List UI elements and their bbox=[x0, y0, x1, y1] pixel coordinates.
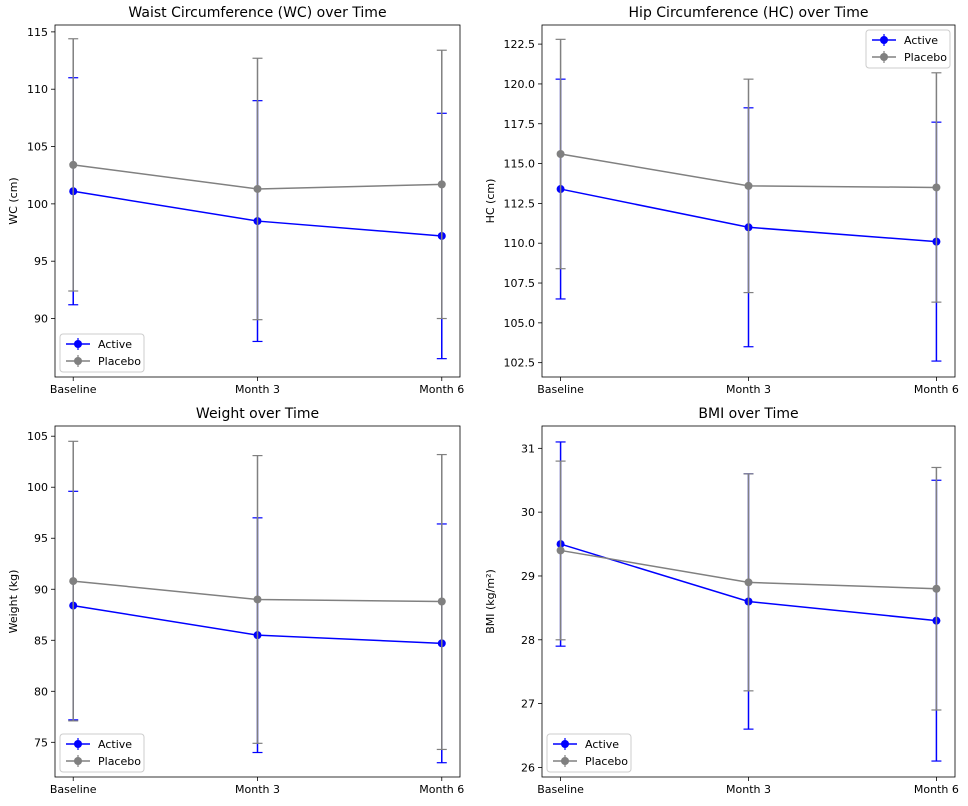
y-tick-label: 105 bbox=[27, 141, 48, 154]
data-point bbox=[744, 181, 753, 190]
legend-swatch-marker bbox=[880, 36, 888, 44]
legend-swatch-marker bbox=[561, 757, 569, 765]
chart-panel-1: Waist Circumference (WC) over Time WC (cm… bbox=[7, 5, 464, 396]
legend: Active Placebo bbox=[865, 29, 951, 69]
y-tick-label: 95 bbox=[34, 255, 48, 268]
plot-area bbox=[541, 425, 956, 778]
y-tick-label: 105.0 bbox=[504, 317, 536, 330]
series-placebo bbox=[555, 38, 942, 303]
y-tick-label: 112.5 bbox=[504, 197, 536, 210]
y-tick-label: 85 bbox=[34, 634, 48, 647]
legend-label: Placebo bbox=[585, 755, 628, 768]
y-tick-label: 80 bbox=[34, 685, 48, 698]
y-tick-label: 28 bbox=[521, 634, 535, 647]
x-tick-label: Month 6 bbox=[419, 783, 464, 796]
x-tick-label: Month 6 bbox=[914, 383, 959, 396]
chart-panel-2: Hip Circumference (HC) over Time HC (cm) 1… bbox=[484, 5, 959, 396]
data-point bbox=[437, 597, 446, 606]
x-tick-label: Month 6 bbox=[914, 783, 959, 796]
y-axis-label: WC (cm) bbox=[7, 177, 20, 224]
y-tick-label: 122.5 bbox=[504, 38, 536, 51]
legend-swatch-marker bbox=[880, 53, 888, 61]
data-point bbox=[932, 183, 941, 192]
legend-swatch-marker bbox=[74, 757, 82, 765]
y-tick-label: 100 bbox=[27, 198, 48, 211]
x-tick-label: Baseline bbox=[537, 783, 584, 796]
data-point bbox=[437, 180, 446, 189]
legend-label: Active bbox=[98, 738, 132, 751]
chart-title: Weight over Time bbox=[196, 406, 319, 422]
y-tick-label: 29 bbox=[521, 570, 535, 583]
y-axis-label: BMI (kg/m²) bbox=[484, 569, 497, 634]
y-tick-label: 95 bbox=[34, 532, 48, 545]
legend: Active Placebo bbox=[59, 733, 145, 773]
series-placebo bbox=[555, 460, 942, 711]
y-tick-label: 115.0 bbox=[504, 158, 536, 171]
legend-swatch-marker bbox=[74, 357, 82, 365]
data-point bbox=[253, 595, 262, 604]
x-tick-label: Baseline bbox=[50, 383, 97, 396]
data-point bbox=[253, 184, 262, 193]
y-tick-label: 30 bbox=[521, 506, 535, 519]
legend-label: Placebo bbox=[98, 755, 141, 768]
plot-area bbox=[54, 24, 461, 378]
chart-panel-4: BMI over Time BMI (kg/m²) 26 27 28 29 30 31 Base… bbox=[484, 406, 959, 796]
data-point bbox=[556, 546, 565, 555]
chart-title: BMI over Time bbox=[698, 406, 798, 422]
y-tick-label: 26 bbox=[521, 761, 535, 774]
data-point bbox=[932, 584, 941, 593]
y-tick-label: 105 bbox=[27, 430, 48, 443]
x-tick-label: Month 6 bbox=[419, 383, 464, 396]
legend-swatch-marker bbox=[74, 740, 82, 748]
x-tick-label: Month 3 bbox=[235, 383, 280, 396]
y-axis-label: HC (cm) bbox=[484, 179, 497, 224]
y-tick-label: 75 bbox=[34, 736, 48, 749]
y-tick-label: 100 bbox=[27, 481, 48, 494]
data-point bbox=[556, 150, 565, 159]
y-tick-label: 31 bbox=[521, 442, 535, 455]
chart-title: Waist Circumference (WC) over Time bbox=[128, 5, 386, 21]
y-tick-label: 102.5 bbox=[504, 357, 536, 370]
series-placebo bbox=[68, 440, 447, 751]
y-tick-label: 120.0 bbox=[504, 78, 536, 91]
y-tick-label: 90 bbox=[34, 313, 48, 326]
x-tick-label: Baseline bbox=[537, 383, 584, 396]
plot-area bbox=[54, 425, 461, 778]
data-point bbox=[744, 578, 753, 587]
y-tick-label: 115 bbox=[27, 26, 48, 39]
x-tick-label: Month 3 bbox=[235, 783, 280, 796]
legend-label: Active bbox=[585, 738, 619, 751]
y-axis-label: Weight (kg) bbox=[7, 570, 20, 634]
series-placebo bbox=[68, 38, 447, 321]
legend: Active Placebo bbox=[546, 733, 632, 773]
x-tick-label: Month 3 bbox=[726, 783, 771, 796]
y-tick-label: 90 bbox=[34, 583, 48, 596]
legend-label: Active bbox=[98, 338, 132, 351]
x-tick-label: Baseline bbox=[50, 783, 97, 796]
chart-title: Hip Circumference (HC) over Time bbox=[629, 5, 869, 21]
legend-swatch-marker bbox=[74, 340, 82, 348]
legend-label: Placebo bbox=[98, 355, 141, 368]
y-tick-label: 110 bbox=[27, 83, 48, 96]
legend-swatch-marker bbox=[561, 740, 569, 748]
y-tick-label: 107.5 bbox=[504, 277, 536, 290]
y-tick-label: 110.0 bbox=[504, 237, 536, 250]
legend-label: Placebo bbox=[904, 51, 947, 64]
data-point bbox=[69, 160, 78, 169]
y-tick-label: 117.5 bbox=[504, 118, 536, 131]
legend: Active Placebo bbox=[59, 333, 145, 373]
plot-area bbox=[541, 24, 956, 378]
y-tick-label: 27 bbox=[521, 698, 535, 711]
x-tick-label: Month 3 bbox=[726, 383, 771, 396]
chart-panel-3: Weight over Time Weight (kg) 75 80 85 90 95 100… bbox=[7, 406, 464, 796]
data-point bbox=[69, 577, 78, 586]
legend-label: Active bbox=[904, 34, 938, 47]
